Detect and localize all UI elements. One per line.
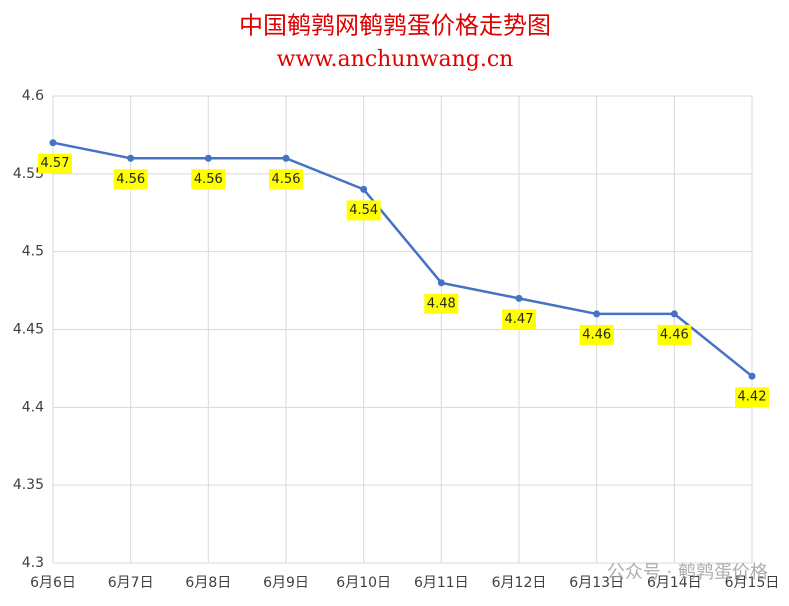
data-label-bg xyxy=(38,153,72,174)
x-tick-label: 6月10日 xyxy=(336,575,391,591)
x-tick-label: 6月7日 xyxy=(108,575,154,591)
line xyxy=(52,141,753,378)
point xyxy=(437,279,445,287)
data-label-bg xyxy=(657,324,692,345)
point xyxy=(593,310,601,318)
point xyxy=(670,310,678,318)
point xyxy=(204,154,212,162)
x-tick-label: 6月14日 xyxy=(647,575,702,591)
data-label: 4.46 xyxy=(660,327,689,342)
y-tick-label: 4.5 xyxy=(22,244,44,260)
point xyxy=(515,294,523,302)
data-label-bg xyxy=(424,293,459,314)
data-label: 4.46 xyxy=(582,327,611,342)
point xyxy=(282,154,290,162)
x-tick-label: 6月8日 xyxy=(185,575,231,591)
chart-subtitle: www.anchunwang.cn xyxy=(277,47,514,72)
data-label: 4.54 xyxy=(349,203,378,218)
point xyxy=(49,139,57,147)
x-tick-label: 6月11日 xyxy=(414,575,469,591)
data-label: 4.57 xyxy=(41,156,70,171)
x-tick-label: 6月15日 xyxy=(725,575,780,591)
data-label: 4.56 xyxy=(272,172,301,187)
data-label: 4.56 xyxy=(194,172,223,187)
x-tick-label: 6月13日 xyxy=(569,575,624,591)
data-label-bg xyxy=(502,309,536,330)
data-label: 4.47 xyxy=(505,312,534,327)
y-tick-label: 4.4 xyxy=(22,399,44,415)
chart-title: 中国鹌鹑网鹌鹑蛋价格走势图 xyxy=(239,12,551,40)
point xyxy=(127,154,135,162)
x-tick-label: 6月9日 xyxy=(263,575,309,591)
watermark: 公众号 · 鹌鹑蛋价格 xyxy=(607,562,768,583)
data-label-bg xyxy=(346,200,381,221)
data-label-bg xyxy=(735,387,769,408)
data-label: 4.42 xyxy=(738,390,767,405)
x-tick-label: 6月12日 xyxy=(492,575,547,591)
point xyxy=(360,185,368,193)
y-tick-label: 4.45 xyxy=(13,322,44,338)
y-tick-label: 4.6 xyxy=(22,88,44,104)
data-label-bg xyxy=(191,169,226,190)
data-label: 4.56 xyxy=(116,172,145,187)
y-tick-label: 4.35 xyxy=(13,477,44,493)
point xyxy=(748,372,756,380)
y-tick-label: 4.55 xyxy=(13,166,44,182)
data-label-bg xyxy=(579,324,614,345)
data-label: 4.48 xyxy=(427,296,456,311)
x-tick-label: 6月6日 xyxy=(30,575,76,591)
data-label-bg xyxy=(113,169,148,190)
y-tick-label: 4.3 xyxy=(22,555,44,571)
data-label-bg xyxy=(269,169,303,190)
